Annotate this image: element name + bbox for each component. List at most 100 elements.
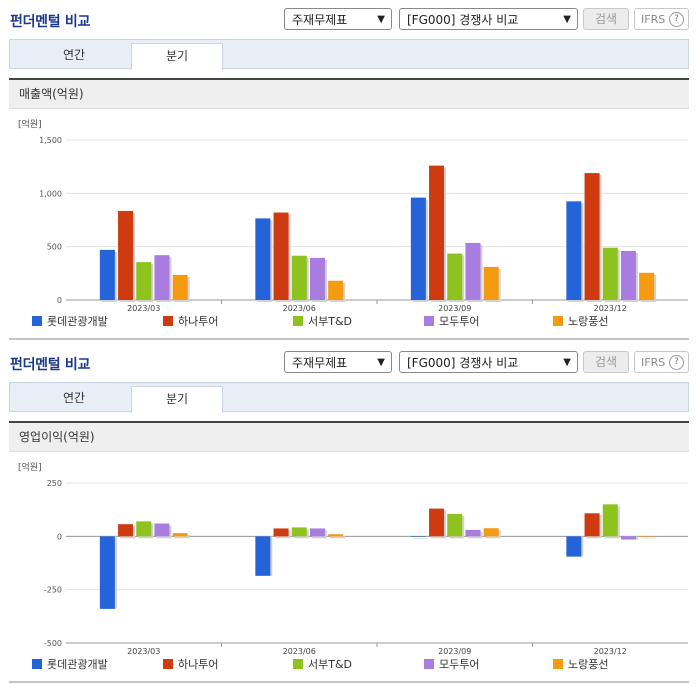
tab-annual[interactable]: 연간: [62, 48, 86, 62]
bar: [620, 250, 636, 300]
legend-swatch: [163, 659, 173, 669]
bar: [291, 527, 307, 537]
legend-swatch: [32, 316, 42, 326]
y-tick-label: 0: [57, 296, 62, 305]
legend-swatch: [293, 316, 303, 326]
bar: [255, 536, 271, 576]
bar: [328, 280, 344, 300]
statement-select[interactable]: 주재무제표 ▼: [284, 351, 392, 373]
legend-swatch: [553, 316, 563, 326]
legend-swatch: [32, 659, 42, 669]
bar: [602, 504, 618, 537]
chevron-down-icon: ▼: [563, 357, 571, 368]
chart-panel: 영업이익(억원) [억원] -500 -250 0 250 2023/03 2023/06 2…: [9, 421, 689, 683]
chart-panel: 매출액(억원) [억원] 0 500 1,000 1,500 2023/03 2023/06…: [9, 78, 689, 340]
x-tick-label: 2023/03: [127, 647, 160, 656]
bar: [429, 508, 445, 537]
legend-swatch: [293, 659, 303, 669]
ifrs-help-button[interactable]: IFRS ?: [634, 351, 689, 373]
bar: [566, 536, 582, 557]
y-tick-label: 250: [47, 479, 62, 488]
bar: [639, 272, 655, 300]
x-tick-label: 2023/12: [594, 647, 627, 656]
bar: [118, 524, 134, 537]
legend-label: 롯데관광개발: [47, 315, 108, 328]
chevron-down-icon: ▼: [563, 14, 571, 25]
bar: [99, 249, 115, 300]
search-button[interactable]: 검색: [583, 8, 629, 30]
search-button[interactable]: 검색: [583, 351, 629, 373]
bar: [639, 536, 655, 537]
y-tick-label: 1,500: [39, 136, 62, 145]
bar: [465, 242, 481, 300]
bar: [118, 210, 134, 300]
legend-swatch: [424, 659, 434, 669]
bar: [584, 173, 600, 300]
period-tabs: 연간 분기: [9, 39, 689, 70]
legend-label: 롯데관광개발: [47, 658, 108, 671]
bar: [273, 528, 289, 537]
ifrs-help-button[interactable]: IFRS ?: [634, 8, 689, 30]
bar: [447, 513, 463, 537]
ifrs-label: IFRS: [641, 356, 666, 369]
bar: [410, 197, 426, 300]
bar: [309, 257, 325, 300]
x-tick-label: 2023/09: [438, 304, 471, 313]
bar: [154, 523, 170, 537]
fundamental-section-operating-profit: 펀더멘털 비교 주재무제표 ▼ [FG000] 경쟁사 비교 ▼ 검색 IFRS…: [0, 343, 696, 684]
bar: [309, 528, 325, 537]
compare-select-value: [FG000] 경쟁사 비교: [407, 13, 519, 27]
compare-select[interactable]: [FG000] 경쟁사 비교 ▼: [399, 351, 578, 373]
sales-bar-chart: [억원] 0 500 1,000 1,500 2023/03 2023/06 2023/09 2…: [18, 118, 688, 328]
y-tick-label: 1,000: [39, 189, 62, 198]
bar: [602, 247, 618, 300]
statement-select[interactable]: 주재무제표 ▼: [284, 8, 392, 30]
period-tabs: 연간 분기: [9, 382, 689, 413]
bar: [483, 266, 499, 300]
bar: [465, 529, 481, 537]
y-unit-label: [억원]: [18, 118, 42, 130]
legend-label: 노랑풍선: [568, 658, 608, 671]
legend-swatch: [163, 316, 173, 326]
bar-shadow: [330, 536, 346, 539]
section-title: 펀더멘털 비교: [10, 357, 91, 373]
bar: [136, 521, 152, 537]
tab-quarterly[interactable]: 분기: [131, 43, 223, 70]
bar: [154, 255, 170, 300]
ifrs-label: IFRS: [641, 13, 666, 26]
legend-label: 노랑풍선: [568, 315, 608, 328]
legend-label: 하나투어: [178, 314, 218, 328]
bar: [172, 274, 188, 300]
bar-shadow: [174, 535, 190, 539]
legend-label: 모두투어: [439, 315, 479, 328]
panel-title: 매출액(억원): [9, 80, 689, 109]
section-header: 펀더멘털 비교 주재무제표 ▼ [FG000] 경쟁사 비교 ▼ 검색 IFRS…: [0, 343, 696, 377]
statement-select-value: 주재무제표: [292, 13, 348, 27]
x-tick-label: 2023/06: [283, 304, 316, 313]
compare-select[interactable]: [FG000] 경쟁사 비교 ▼: [399, 8, 578, 30]
tab-annual[interactable]: 연간: [62, 391, 86, 405]
section-title: 펀더멘털 비교: [10, 14, 91, 30]
bar: [483, 528, 499, 537]
bar: [328, 534, 344, 537]
bar: [273, 212, 289, 300]
y-unit-label: [억원]: [18, 461, 42, 473]
legend-swatch: [424, 316, 434, 326]
legend-label: 모두투어: [439, 658, 479, 671]
chevron-down-icon: ▼: [377, 357, 385, 368]
legend-label: 하나투어: [178, 657, 218, 671]
x-tick-label: 2023/03: [127, 304, 160, 313]
x-tick-label: 2023/09: [438, 647, 471, 656]
chevron-down-icon: ▼: [377, 14, 385, 25]
bar: [447, 253, 463, 300]
tab-quarterly[interactable]: 분기: [131, 386, 223, 413]
y-tick-label: 500: [47, 243, 62, 252]
panel-title: 영업이익(억원): [9, 423, 689, 452]
y-tick-label: -500: [44, 639, 62, 648]
x-tick-label: 2023/06: [283, 647, 316, 656]
legend-label: 서부T&D: [308, 658, 352, 671]
y-tick-label: 0: [57, 532, 62, 541]
y-tick-label: -250: [44, 586, 62, 595]
x-tick-label: 2023/12: [594, 304, 627, 313]
bar: [136, 262, 152, 300]
